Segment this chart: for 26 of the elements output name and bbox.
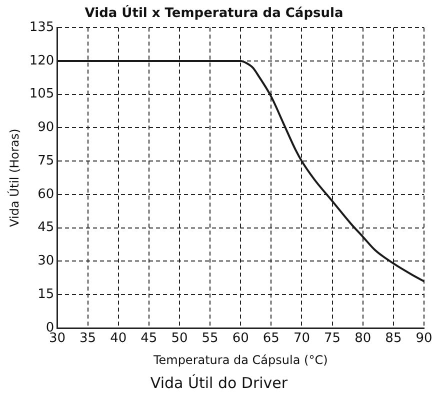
x-tick-label: 70 xyxy=(293,331,310,346)
y-axis-title: Vida Útil (Horas) xyxy=(6,128,22,227)
x-axis-title: Temperatura da Cápsula (°C) xyxy=(152,352,328,367)
x-tick-label: 45 xyxy=(140,331,158,346)
y-tick-label: 120 xyxy=(29,53,54,68)
x-tick-label: 75 xyxy=(324,331,341,346)
y-tick-label: 15 xyxy=(38,286,54,302)
y-tick-label: 60 xyxy=(38,186,54,202)
chart-title: Vida Útil x Temperatura da Cápsula xyxy=(84,4,344,22)
x-tick-label: 40 xyxy=(110,331,127,346)
x-tick-label: 65 xyxy=(262,331,280,346)
x-tick-label: 60 xyxy=(232,331,249,346)
x-tick-label: 80 xyxy=(354,331,372,346)
x-tick-label: 85 xyxy=(385,331,402,346)
x-tick-label: 90 xyxy=(416,331,432,346)
y-tick-label: 30 xyxy=(38,254,54,269)
x-tick-label: 30 xyxy=(48,331,66,346)
y-tick-label: 105 xyxy=(29,86,54,102)
text: Vida Útil do Driver xyxy=(149,374,289,392)
x-tick-label: 55 xyxy=(202,331,218,346)
x-tick-label: 35 xyxy=(80,331,96,346)
y-tick-label: 135 xyxy=(29,20,54,35)
x-tick-label: 50 xyxy=(171,331,188,346)
y-tick-label: 90 xyxy=(38,120,54,136)
y-tick-label: 45 xyxy=(38,220,54,236)
y-tick-label: 75 xyxy=(38,153,54,168)
